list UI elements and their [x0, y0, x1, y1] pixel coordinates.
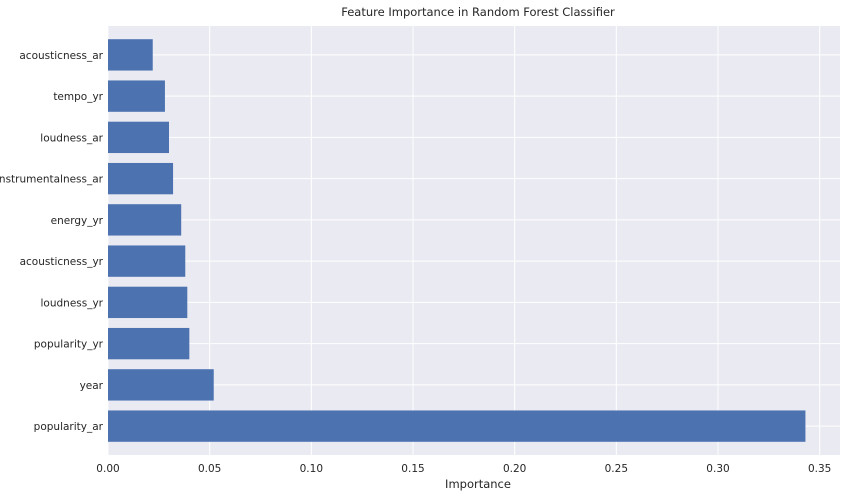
bar-year	[108, 369, 214, 401]
bar-instrumentalness-ar	[108, 162, 174, 195]
x-tick-label: 0.00	[96, 463, 119, 475]
y-tick-label: loudness_yr	[41, 297, 104, 309]
x-tick-label: 0.30	[706, 463, 729, 475]
bar-acousticness-yr	[108, 245, 186, 277]
y-tick-label: year	[80, 380, 104, 392]
x-tick-label: 0.35	[808, 463, 831, 475]
x-tick-label: 0.15	[401, 463, 424, 475]
plot-area	[108, 26, 840, 455]
bars	[108, 39, 806, 442]
bar-tempo-yr	[108, 80, 165, 112]
y-tick-label: tempo_yr	[53, 91, 103, 103]
chart-title: Feature Importance in Random Forest Clas…	[341, 5, 615, 19]
y-tick-label: acousticness_ar	[19, 50, 103, 62]
bar-loudness-ar	[108, 121, 169, 154]
bar-energy-yr	[108, 204, 182, 236]
x-axis-label: Importance	[445, 477, 511, 491]
bar-popularity-ar	[108, 410, 806, 442]
x-tick-label: 0.25	[605, 463, 628, 475]
grid	[107, 26, 840, 455]
y-tick-labels: popularity_ar year popularity_yr loudness_y…	[0, 50, 104, 433]
bar-loudness-yr	[108, 286, 188, 319]
bar-acousticness-ar	[108, 39, 153, 71]
x-tick-label: 0.05	[198, 463, 221, 475]
y-tick-label: loudness_ar	[40, 132, 103, 144]
bar-popularity-yr	[108, 327, 190, 360]
y-tick-label: popularity_ar	[34, 421, 104, 433]
x-tick-label: 0.10	[300, 463, 323, 475]
x-tick-label: 0.20	[503, 463, 526, 475]
y-tick-label: acousticness_yr	[20, 256, 104, 268]
x-tick-labels: 0.00 0.05 0.10 0.15 0.20 0.25 0.30 0.35	[96, 463, 831, 475]
y-tick-label: popularity_yr	[34, 339, 104, 351]
y-tick-label: energy_yr	[51, 215, 104, 227]
y-tick-label: instrumentalness_ar	[0, 174, 104, 186]
